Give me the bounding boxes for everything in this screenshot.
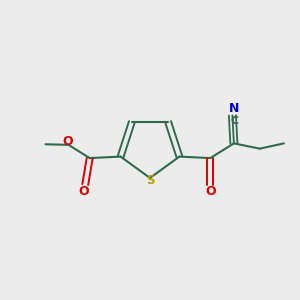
Text: S: S (146, 173, 154, 187)
Text: O: O (62, 135, 73, 148)
Text: O: O (205, 184, 216, 198)
Text: O: O (79, 184, 89, 198)
Text: C: C (231, 116, 239, 126)
Text: N: N (229, 102, 239, 116)
